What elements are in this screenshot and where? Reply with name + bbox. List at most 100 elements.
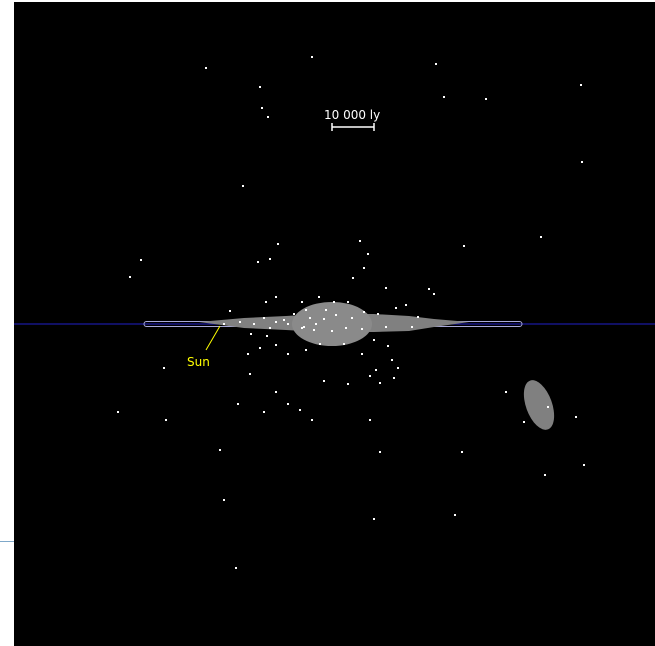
side-tick-mark xyxy=(0,541,14,542)
star-dot xyxy=(263,317,265,319)
star-dot xyxy=(411,326,413,328)
sun-label: Sun xyxy=(187,355,210,369)
star-dot xyxy=(257,261,259,263)
star-dot xyxy=(223,323,225,325)
galactic-bulge xyxy=(292,302,372,346)
star-dot xyxy=(547,406,549,408)
star-dot xyxy=(269,327,271,329)
star-dot xyxy=(359,240,361,242)
star-dot xyxy=(140,259,142,261)
star-dot xyxy=(347,383,349,385)
star-dot xyxy=(287,323,289,325)
star-dot xyxy=(361,328,363,330)
star-dot xyxy=(239,321,241,323)
star-dot xyxy=(387,345,389,347)
star-dot xyxy=(385,287,387,289)
star-dot xyxy=(229,310,231,312)
star-dot xyxy=(287,403,289,405)
star-dot xyxy=(163,367,165,369)
star-dot xyxy=(323,318,325,320)
star-dot xyxy=(428,288,430,290)
star-dot xyxy=(335,314,337,316)
star-dot xyxy=(219,449,221,451)
star-dot xyxy=(313,329,315,331)
star-dot xyxy=(259,347,261,349)
star-dot xyxy=(351,317,353,319)
star-dot xyxy=(293,313,295,315)
star-dot xyxy=(523,421,525,423)
star-dot xyxy=(263,411,265,413)
star-dot xyxy=(405,304,407,306)
galaxy-view[interactable]: 10 000 ly Sun xyxy=(14,2,655,646)
star-dot xyxy=(299,409,301,411)
star-dot xyxy=(347,301,349,303)
star-dot xyxy=(165,419,167,421)
star-dot xyxy=(301,327,303,329)
star-dot xyxy=(275,296,277,298)
star-dot xyxy=(367,253,369,255)
scale-bar-label: 10 000 ly xyxy=(324,108,380,122)
star-dot xyxy=(377,313,379,315)
star-dot xyxy=(311,419,313,421)
star-dot xyxy=(261,107,263,109)
star-dot xyxy=(397,367,399,369)
star-dot xyxy=(505,391,507,393)
star-dot xyxy=(259,86,261,88)
star-dot xyxy=(250,333,252,335)
star-dot xyxy=(275,391,277,393)
star-dot xyxy=(443,96,445,98)
star-dot xyxy=(373,339,375,341)
star-dot xyxy=(305,349,307,351)
star-dot xyxy=(373,518,375,520)
star-dot xyxy=(363,267,365,269)
star-dot xyxy=(323,380,325,382)
star-dot xyxy=(463,245,465,247)
star-dot xyxy=(325,309,327,311)
star-dot xyxy=(581,161,583,163)
star-dot xyxy=(266,335,268,337)
sun-leader-line xyxy=(205,325,221,351)
star-dot xyxy=(385,326,387,328)
star-dot xyxy=(352,277,354,279)
star-dot xyxy=(395,307,397,309)
star-dot xyxy=(417,316,419,318)
star-dot xyxy=(580,84,582,86)
star-dot xyxy=(253,323,255,325)
star-dot xyxy=(242,185,244,187)
scale-bar: 10 000 ly xyxy=(324,108,380,131)
star-dot xyxy=(267,116,269,118)
star-dot xyxy=(318,296,320,298)
star-dot xyxy=(275,344,277,346)
star-dot xyxy=(311,56,313,58)
sun-marker: Sun xyxy=(187,325,221,369)
star-dot xyxy=(249,373,251,375)
star-dot xyxy=(117,411,119,413)
star-dot xyxy=(583,464,585,466)
star-dot xyxy=(454,514,456,516)
star-dot xyxy=(301,301,303,303)
star-dot xyxy=(540,236,542,238)
globular-clusters xyxy=(117,56,585,569)
star-dot xyxy=(309,317,311,319)
star-dot xyxy=(379,451,381,453)
star-dot xyxy=(265,301,267,303)
star-dot xyxy=(269,258,271,260)
star-dot xyxy=(345,327,347,329)
star-dot xyxy=(235,567,237,569)
star-dot xyxy=(544,474,546,476)
star-dot xyxy=(575,416,577,418)
star-dot xyxy=(283,319,285,321)
star-dot xyxy=(363,311,365,313)
star-dot xyxy=(343,343,345,345)
star-dot xyxy=(237,403,239,405)
star-dot xyxy=(247,353,249,355)
star-dot xyxy=(305,309,307,311)
star-dot xyxy=(277,243,279,245)
star-dot xyxy=(331,330,333,332)
star-dot xyxy=(319,343,321,345)
star-dot xyxy=(333,301,335,303)
star-dot xyxy=(435,63,437,65)
star-dot xyxy=(205,67,207,69)
star-dot xyxy=(287,353,289,355)
star-dot xyxy=(379,382,381,384)
